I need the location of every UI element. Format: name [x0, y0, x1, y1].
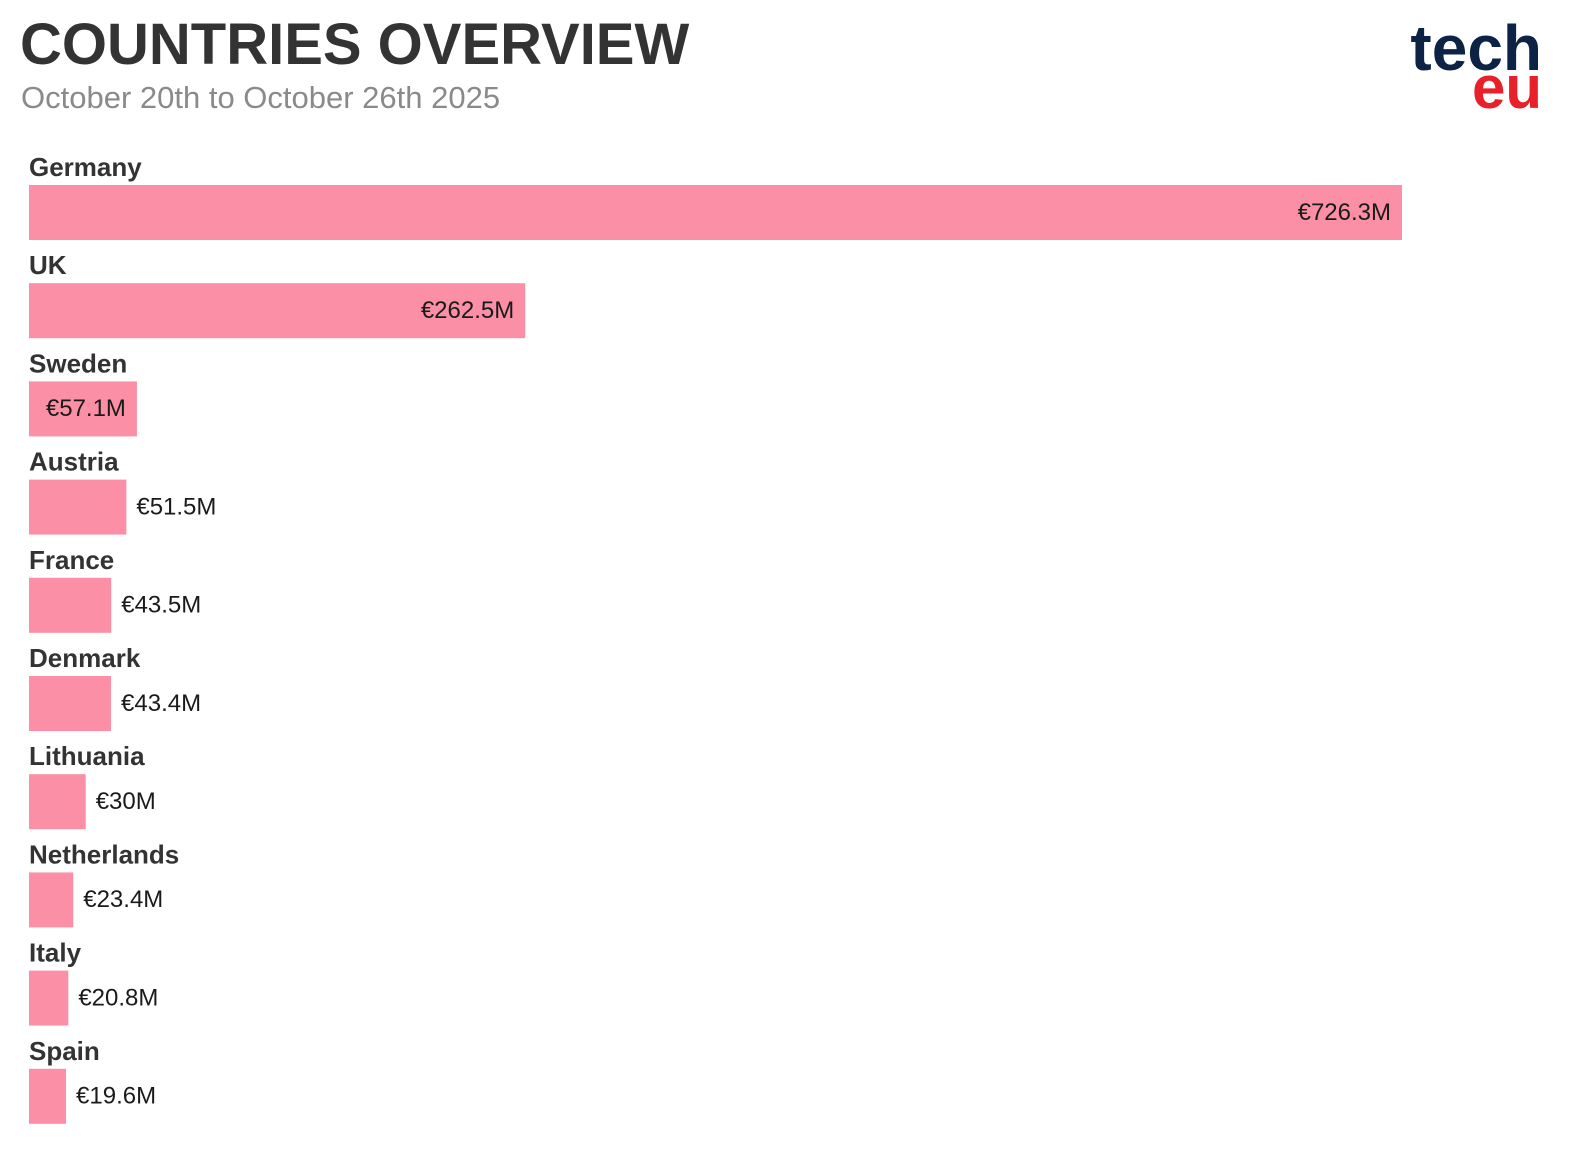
- category-label: Germany: [29, 152, 142, 182]
- category-label: Netherlands: [29, 839, 179, 869]
- category-label: Denmark: [29, 643, 141, 673]
- category-label: Sweden: [29, 348, 127, 378]
- category-label: Spain: [29, 1036, 100, 1066]
- bar: [29, 577, 112, 633]
- bar: [29, 872, 74, 928]
- category-label: Italy: [29, 938, 82, 968]
- bar: [29, 774, 86, 830]
- chart-subtitle: October 20th to October 26th 2025: [21, 80, 500, 115]
- bar: [29, 185, 1402, 240]
- category-label: France: [29, 545, 114, 575]
- value-label: €30M: [96, 788, 156, 815]
- bar: [29, 1068, 67, 1124]
- bar: [29, 381, 137, 437]
- value-label: €57.1M: [46, 395, 126, 422]
- value-label: €726.3M: [1298, 199, 1391, 226]
- logo-bottom: eu: [1472, 54, 1542, 121]
- category-label: Lithuania: [29, 741, 145, 771]
- bar: [29, 479, 127, 535]
- value-label: €51.5M: [136, 493, 216, 520]
- value-label: €43.5M: [121, 592, 201, 619]
- value-label: €43.4M: [121, 690, 201, 717]
- logo-top: tech: [1410, 12, 1542, 84]
- value-label: €262.5M: [421, 297, 514, 324]
- value-label: €20.8M: [78, 984, 158, 1011]
- value-label: €19.6M: [76, 1083, 156, 1110]
- bar: [29, 970, 69, 1026]
- bar: [29, 676, 112, 731]
- value-label: €23.4M: [83, 886, 163, 913]
- chart-title: COUNTRIES OVERVIEW: [20, 12, 689, 77]
- category-label: Austria: [29, 447, 119, 477]
- category-label: UK: [29, 250, 67, 280]
- bar: [29, 283, 526, 339]
